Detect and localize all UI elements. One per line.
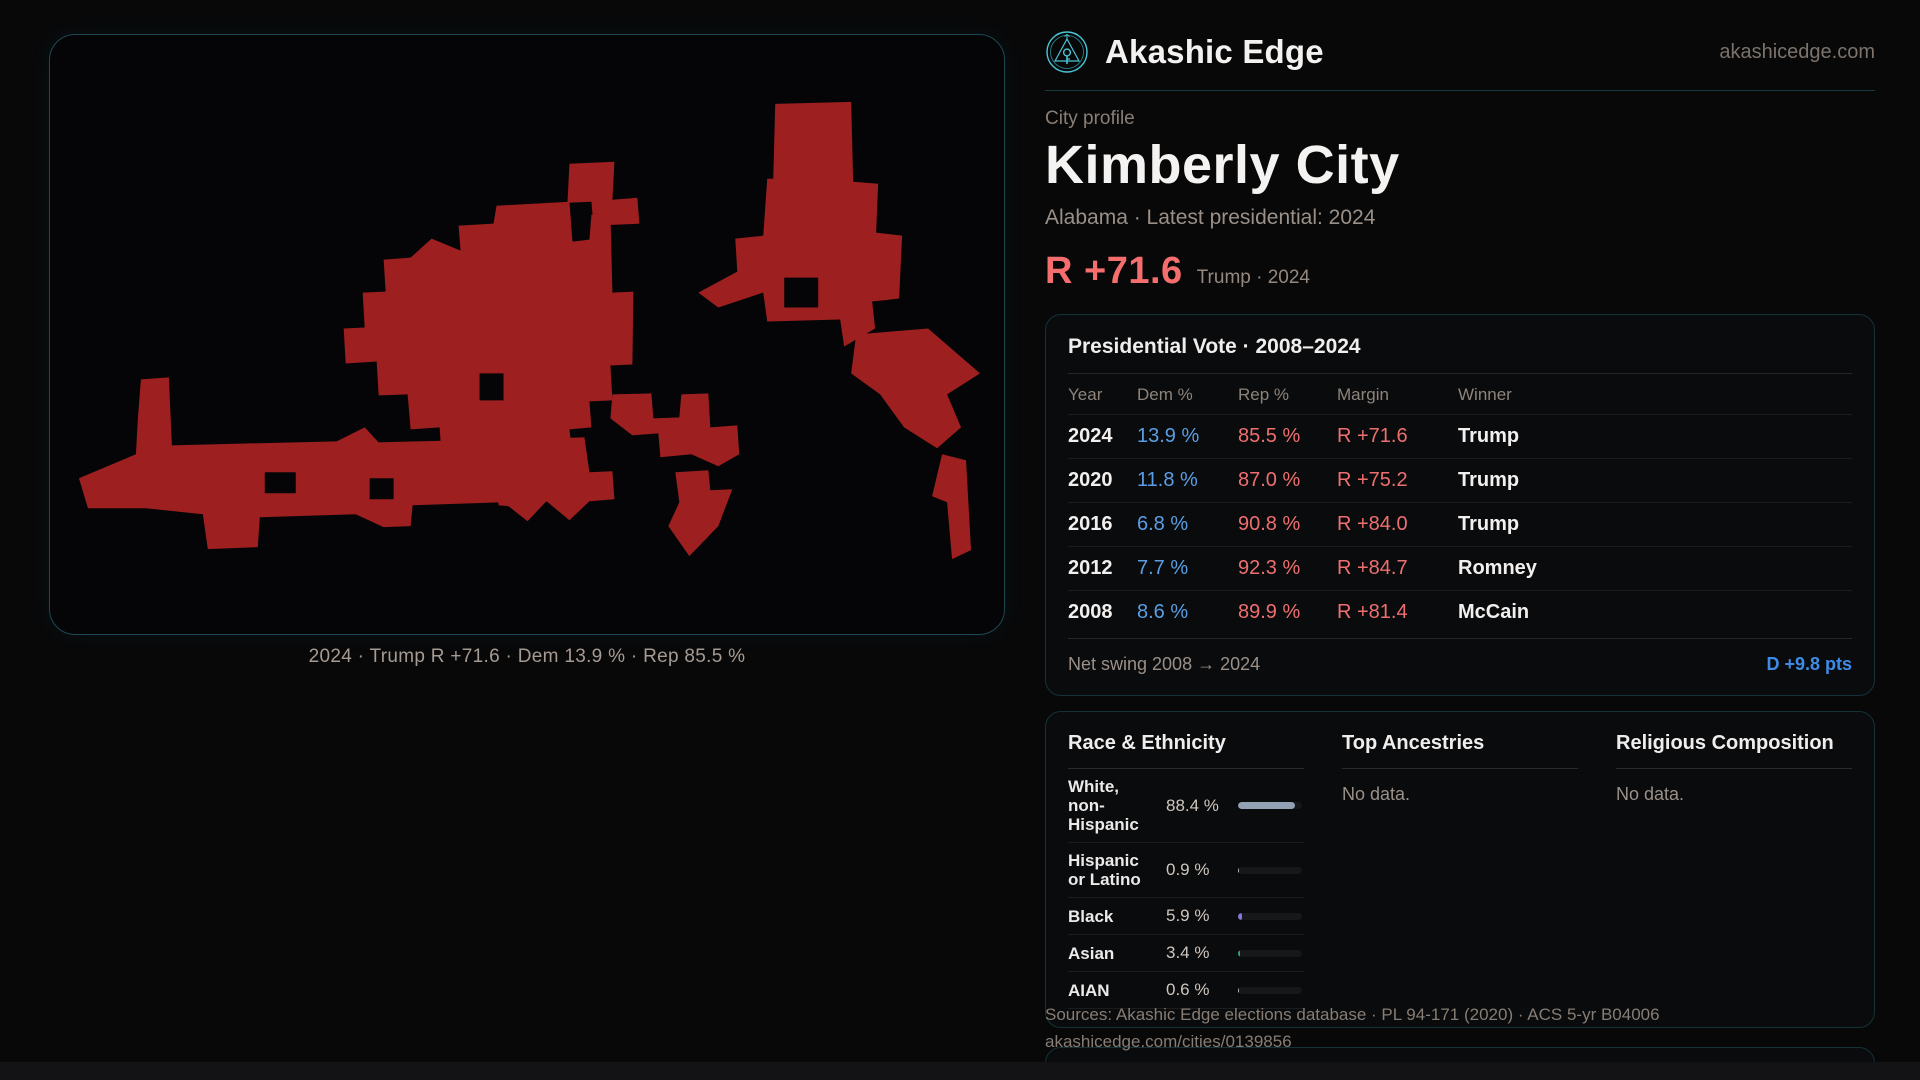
margin-value: R +71.6 [1045,250,1183,292]
demographics-card: Race & Ethnicity White, non-Hispanic 88.… [1045,711,1875,1028]
race-label: Asian [1068,943,1115,963]
vote-card-title: Presidential Vote · 2008–2024 [1068,335,1361,358]
top-ancestries-title: Top Ancestries [1342,732,1578,769]
dem-cell: 13.9 % [1137,425,1200,447]
rep-cell: 89.9 % [1238,601,1301,623]
header-divider [1045,90,1875,91]
race-value: 0.6 % [1166,980,1210,999]
race-bar [1238,949,1302,957]
race-bar [1238,802,1302,809]
eyebrow-label: City profile [1045,108,1135,129]
rep-cell: 90.8 % [1238,513,1301,535]
header: Akashic Edge akashicedge.com [1045,30,1875,74]
year-cell: 2012 [1068,557,1113,579]
brand-name: Akashic Edge [1105,33,1324,70]
winner-cell: Romney [1458,557,1537,579]
race-ethnicity-column: Race & Ethnicity White, non-Hispanic 88.… [1068,732,1304,1009]
net-swing-row: Net swing 2008 → 2024 D +9.8 pts [1068,638,1852,677]
religious-composition-column: Religious Composition No data. [1616,732,1852,1009]
race-label: Hispanic or Latino [1068,851,1141,889]
race-bar [1238,986,1302,994]
race-label: White, non-Hispanic [1068,777,1139,834]
city-map-panel [49,34,1005,635]
city-boundary-map [78,101,981,560]
map-caption: 2024 · Trump R +71.6 · Dem 13.9 % · Rep … [308,646,746,667]
margin-cell: R +84.0 [1337,513,1408,535]
race-label: Black [1068,906,1114,926]
rep-cell: 92.3 % [1238,557,1301,579]
winner-cell: Trump [1458,513,1520,535]
race-value: 5.9 % [1166,906,1210,925]
winner-cell: McCain [1458,601,1530,623]
dem-cell: 11.8 % [1137,469,1198,491]
page-subtitle: Alabama · Latest presidential: 2024 [1045,206,1376,229]
margin-cell: R +81.4 [1337,601,1408,623]
vote-table-header: Year Dem % Rep % Margin Winner [1068,374,1852,414]
top-ancestries-column: Top Ancestries No data. [1342,732,1578,1009]
dem-cell: 8.6 % [1137,601,1189,623]
net-swing-value: D +9.8 pts [1766,654,1852,674]
akashic-edge-logo-icon [1046,31,1088,73]
margin-cell: R +84.7 [1337,557,1408,579]
dem-cell: 6.8 % [1137,513,1189,535]
no-data-text: No data. [1342,784,1411,804]
divider [1068,373,1852,374]
bottom-strip [0,1062,1920,1080]
year-cell: 2016 [1068,513,1113,535]
race-ethnicity-title: Race & Ethnicity [1068,732,1304,769]
race-label: AIAN [1068,980,1110,1000]
col-winner: Winner [1458,385,1512,404]
presidential-vote-card: Presidential Vote · 2008–2024 Year Dem %… [1045,314,1875,696]
vote-row: 2012 7.7 % 92.3 % R +84.7 Romney [1068,546,1852,590]
brand-domain: akashicedge.com [1719,40,1875,63]
winner-cell: Trump [1458,469,1520,491]
rep-cell: 85.5 % [1238,425,1301,447]
col-margin: Margin [1337,385,1389,404]
page-title: Kimberly City [1045,135,1400,195]
dem-cell: 7.7 % [1137,557,1189,579]
winner-cell: Trump [1458,425,1520,447]
race-row: Black 5.9 % [1068,898,1304,935]
race-value: 3.4 % [1166,943,1210,962]
year-cell: 2024 [1068,425,1113,447]
margin-headline: R +71.6 Trump · 2024 [1045,250,1875,293]
margin-context: Trump · 2024 [1196,267,1310,288]
race-row: Asian 3.4 % [1068,935,1304,972]
race-value: 0.9 % [1166,860,1210,879]
race-row: AIAN 0.6 % [1068,972,1304,1009]
race-row: White, non-Hispanic 88.4 % [1068,769,1304,843]
race-bar [1238,866,1302,874]
year-cell: 2020 [1068,469,1113,491]
no-data-text: No data. [1616,784,1685,804]
net-swing-label: Net swing 2008 → 2024 [1068,654,1261,674]
col-year: Year [1068,385,1103,404]
vote-row: 2020 11.8 % 87.0 % R +75.2 Trump [1068,458,1852,502]
religious-composition-title: Religious Composition [1616,732,1852,769]
rep-cell: 87.0 % [1238,469,1301,491]
year-cell: 2008 [1068,601,1113,623]
col-dem: Dem % [1137,385,1193,404]
margin-cell: R +71.6 [1337,425,1408,447]
vote-row: 2024 13.9 % 85.5 % R +71.6 Trump [1068,414,1852,458]
race-bar [1238,912,1302,920]
vote-row: 2016 6.8 % 90.8 % R +84.0 Trump [1068,502,1852,546]
race-value: 88.4 % [1166,795,1219,815]
vote-row: 2008 8.6 % 89.9 % R +81.4 McCain [1068,590,1852,634]
col-rep: Rep % [1238,385,1290,404]
race-row: Hispanic or Latino 0.9 % [1068,843,1304,898]
margin-cell: R +75.2 [1337,469,1408,491]
